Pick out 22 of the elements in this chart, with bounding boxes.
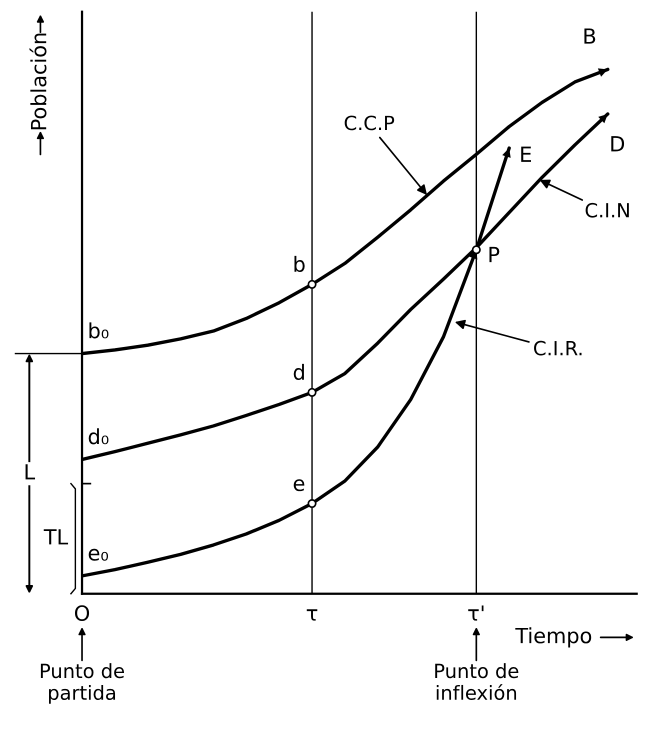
x-tick-label: τ' [468, 605, 484, 621]
annotation: E [521, 146, 531, 162]
annotation: e₀ [88, 548, 108, 561]
annotation: e [294, 479, 304, 492]
x-tick-label: τ [306, 609, 318, 621]
text: L [26, 464, 36, 480]
text: B [584, 28, 596, 44]
annotation: d [294, 364, 304, 380]
y-axis-title: Población [30, 34, 46, 130]
annotation: P [489, 246, 500, 262]
annotation: b [294, 256, 305, 272]
annotation: C.I.R. [534, 340, 582, 356]
x-tick-label: O [74, 605, 90, 621]
annotation: C.I.N [586, 202, 629, 218]
text: Punto de inflexión [435, 663, 518, 700]
annotation: D [611, 136, 624, 152]
text: TL [44, 529, 68, 544]
annotation: d₀ [88, 428, 108, 444]
x-axis-title: Tiempo [515, 627, 592, 648]
annotation: b₀ [89, 322, 108, 338]
text: Punto de partida [40, 663, 124, 704]
annotation: C.C.P [344, 116, 394, 130]
